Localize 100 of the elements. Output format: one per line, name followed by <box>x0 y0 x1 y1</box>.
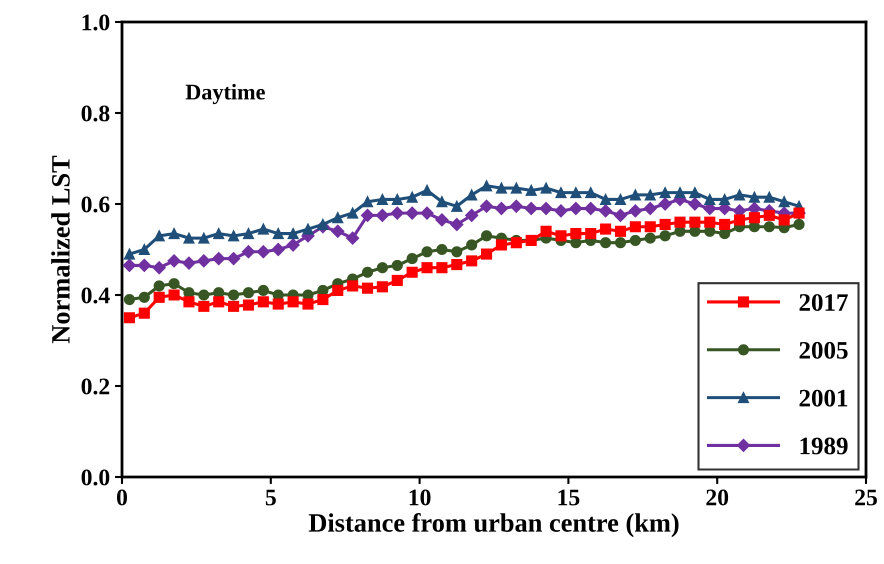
point <box>154 292 165 303</box>
x-tick-label: 5 <box>266 490 276 506</box>
point <box>719 218 730 230</box>
point <box>764 221 775 232</box>
x-tick-label: 25 <box>855 490 877 506</box>
point <box>182 256 196 270</box>
y-tick-label: 0.8 <box>82 105 110 122</box>
point <box>272 228 284 240</box>
x-tick-label: 0 <box>116 489 128 506</box>
point <box>347 280 358 292</box>
point <box>600 237 612 248</box>
point <box>480 200 494 213</box>
point <box>644 221 656 232</box>
point <box>213 228 224 240</box>
point <box>212 252 226 266</box>
point <box>228 230 240 242</box>
x-axis-title: Distance from urban centre (km) <box>308 512 679 538</box>
point <box>466 255 478 266</box>
point <box>376 208 389 222</box>
point <box>392 194 403 206</box>
point <box>660 230 671 242</box>
point <box>138 308 150 319</box>
point <box>481 248 492 260</box>
point <box>152 261 166 274</box>
point <box>644 202 657 216</box>
point <box>435 213 449 227</box>
point <box>154 280 165 292</box>
point <box>154 230 165 242</box>
point <box>436 244 448 256</box>
point <box>317 294 328 306</box>
point <box>168 278 180 290</box>
point <box>524 202 538 216</box>
point <box>481 230 492 242</box>
point <box>569 202 582 216</box>
point <box>540 182 552 194</box>
point <box>406 192 418 203</box>
point <box>362 266 374 278</box>
annotation: Daytime <box>186 84 265 104</box>
point <box>242 245 256 258</box>
point <box>793 218 805 230</box>
point <box>688 197 702 211</box>
point <box>436 262 448 274</box>
point <box>570 187 582 198</box>
point <box>585 228 596 240</box>
point <box>286 238 300 252</box>
point <box>630 189 641 200</box>
point <box>481 180 492 192</box>
point <box>584 202 598 216</box>
point <box>570 228 582 240</box>
point <box>256 245 270 258</box>
point <box>778 196 790 208</box>
point <box>674 216 686 228</box>
point <box>406 253 418 264</box>
x-tick-label: 10 <box>410 489 431 506</box>
point <box>227 252 240 266</box>
x-tick-label: 15 <box>558 490 580 506</box>
point <box>450 218 464 232</box>
point <box>585 187 596 198</box>
point <box>734 189 746 200</box>
point <box>376 262 388 274</box>
legend-label: 1989 <box>800 438 848 454</box>
point <box>510 237 522 248</box>
point <box>451 246 462 258</box>
point <box>734 214 746 226</box>
point <box>197 254 210 268</box>
point <box>346 232 360 245</box>
point <box>614 226 626 237</box>
point <box>183 296 195 308</box>
point <box>674 187 686 198</box>
point <box>451 258 462 270</box>
point <box>213 296 224 308</box>
point <box>554 204 568 218</box>
point <box>748 192 760 203</box>
point <box>168 228 180 240</box>
point <box>228 300 240 312</box>
point <box>183 232 195 244</box>
point <box>599 204 612 218</box>
point <box>198 232 210 244</box>
point <box>614 194 626 206</box>
y-tick-label: 1.0 <box>82 14 110 31</box>
point <box>614 208 628 222</box>
point <box>302 223 314 235</box>
point <box>258 284 269 296</box>
point <box>138 292 150 303</box>
point <box>494 202 508 216</box>
point <box>138 244 150 256</box>
point <box>124 294 135 306</box>
point <box>288 228 299 240</box>
point <box>198 300 210 312</box>
point <box>228 289 240 301</box>
point <box>198 289 210 301</box>
point <box>451 200 462 212</box>
point <box>272 242 285 256</box>
point <box>539 202 553 216</box>
point <box>317 218 328 230</box>
x-tick-label: 20 <box>706 489 728 506</box>
point <box>362 196 374 208</box>
point <box>258 296 269 308</box>
point <box>600 223 612 235</box>
point <box>466 239 478 251</box>
